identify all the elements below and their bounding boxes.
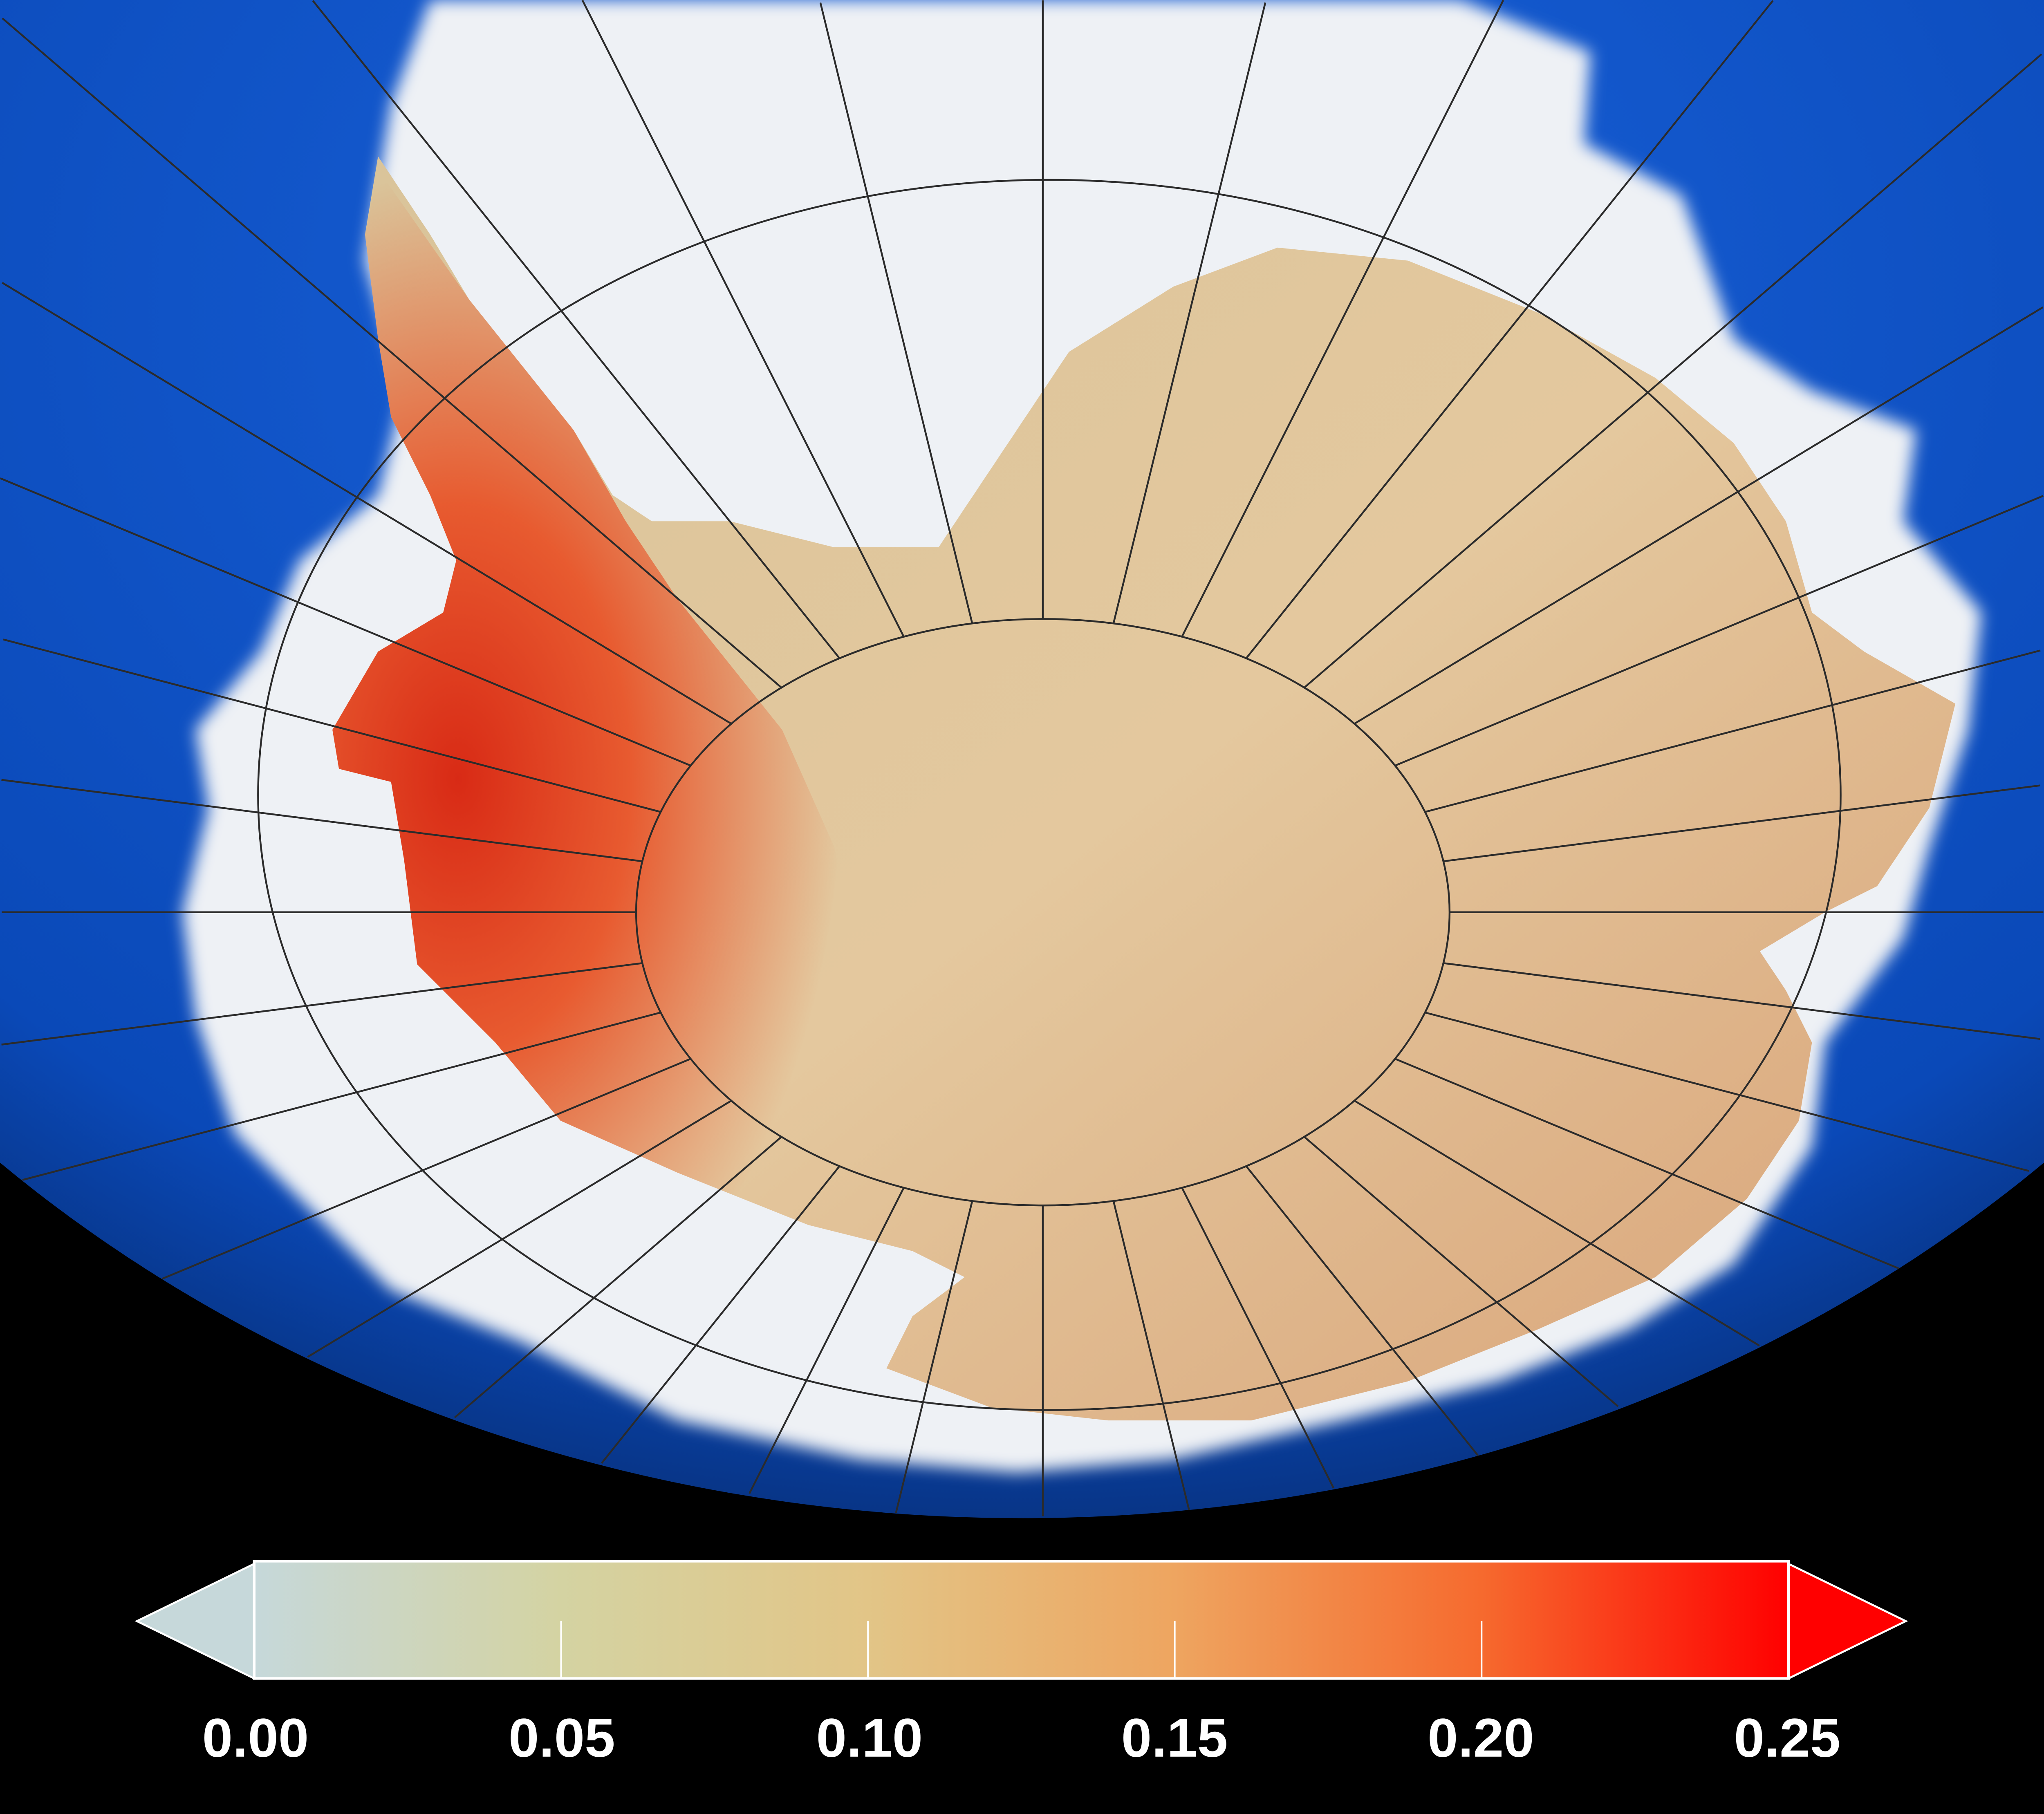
meridian-line (312, 0, 840, 659)
meridian-line (581, 0, 905, 637)
meridian-line (1, 779, 643, 862)
meridian-line (1181, 1187, 1335, 1489)
meridian-line (2, 17, 782, 688)
colorbar-gradient (253, 1560, 1790, 1680)
latitude-circle-middle (257, 179, 1842, 1411)
colorbar: 0.00 0.05 0.10 0.15 0.20 0.25 (134, 1560, 1908, 1769)
meridian-line (1245, 1165, 1479, 1456)
globe (0, 0, 2044, 1518)
meridian-line (895, 1200, 973, 1513)
meridian-line (2, 282, 732, 725)
meridian-line (3, 638, 661, 813)
tick-label-5: 0.25 (1734, 1708, 1840, 1769)
meridian-line (819, 2, 973, 624)
warming-hotspot-west-antarctica (332, 169, 1030, 1277)
meridian-line (1425, 649, 2041, 813)
meridian-line (1181, 0, 1504, 637)
meridian-line (1112, 2, 1266, 624)
meridian-line (601, 1165, 840, 1464)
meridian-line (749, 1187, 905, 1494)
meridian-line (1354, 1100, 1760, 1347)
meridian-line (1304, 53, 2042, 688)
meridian-line (1112, 1200, 1190, 1510)
tick-label-2: 0.10 (816, 1708, 923, 1769)
meridian-line (307, 1100, 732, 1358)
meridian-line (1443, 784, 2040, 862)
tick-label-1: 0.05 (509, 1708, 615, 1769)
meridian-line (162, 1058, 691, 1280)
meridian-line (454, 1136, 782, 1418)
colorbar-tick-labels: 0.00 0.05 0.10 0.15 0.20 0.25 (202, 1708, 1840, 1769)
meridian-line (1443, 962, 2040, 1040)
meridian-line (1394, 1058, 1899, 1270)
tick-label-3: 0.15 (1121, 1708, 1228, 1769)
graticule (0, 0, 2044, 1516)
meridian-line (22, 1011, 661, 1181)
meridian-line (1425, 1011, 2029, 1172)
meridian-line (1, 962, 643, 1046)
meridian-line (0, 477, 691, 767)
meridian-line (1394, 495, 2044, 767)
tick-label-4: 0.20 (1428, 1708, 1534, 1769)
meridian-line (1304, 1136, 1619, 1407)
meridian-line (1354, 306, 2044, 725)
meridian-line (1245, 0, 1774, 659)
tick-label-0: 0.00 (202, 1708, 309, 1769)
